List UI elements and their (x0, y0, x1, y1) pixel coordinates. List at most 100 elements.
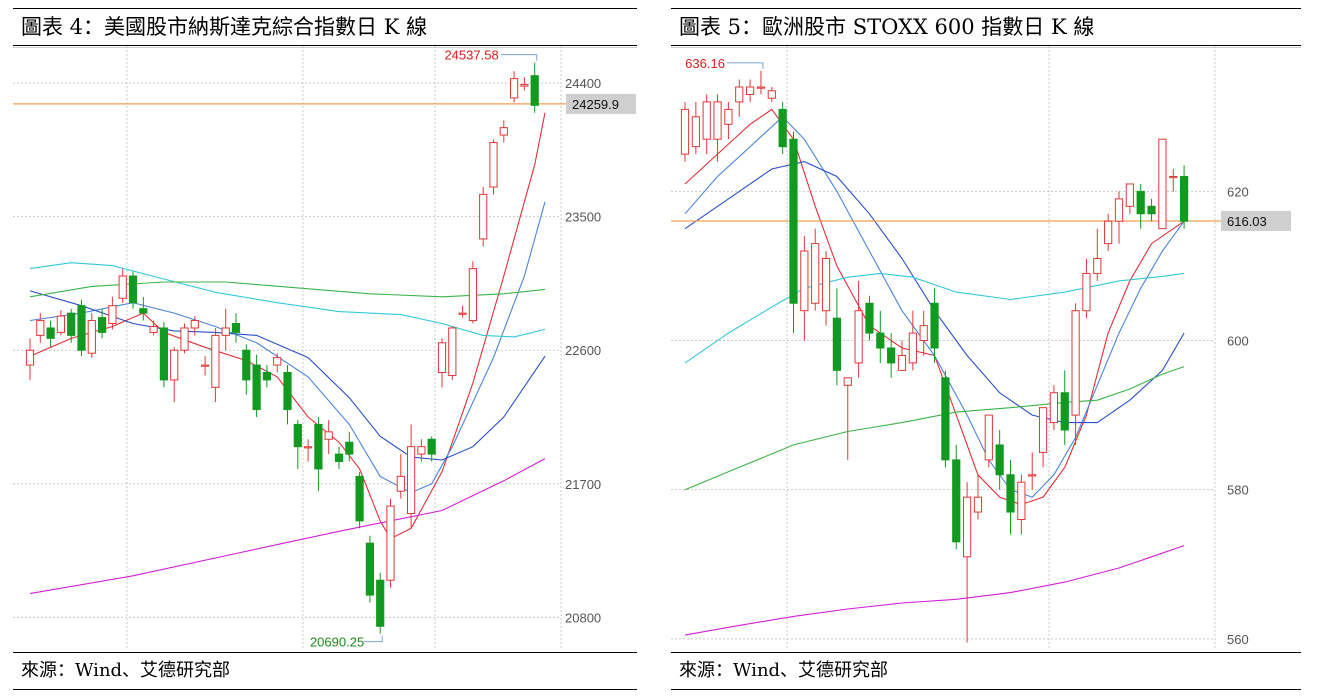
candle-body (702, 101, 711, 140)
candle-body (821, 258, 831, 312)
candlestick (930, 288, 939, 363)
candle-body (530, 75, 539, 106)
last-price-box (1221, 211, 1291, 232)
candlestick (149, 320, 158, 336)
candle-body (437, 342, 447, 373)
candle-body (98, 317, 107, 333)
candlestick (789, 131, 798, 334)
candle-body (190, 320, 199, 329)
candle-body (283, 371, 292, 411)
low-marker-line (364, 635, 383, 643)
candle-body (930, 302, 939, 349)
nasdaq-chart-panel: 圖表 4：美國股市納斯達克綜合指數日 K 線 24400 23500 22600 21… (13, 8, 637, 690)
last-price-box (566, 93, 636, 114)
candlestick (25, 338, 35, 380)
candlestick (231, 313, 241, 343)
candlestick (1104, 213, 1113, 252)
candle-body (262, 371, 272, 381)
candlestick (293, 419, 302, 469)
title-divider (671, 47, 1301, 48)
candle-body (180, 327, 189, 351)
candlestick (1180, 165, 1189, 229)
last-price-marker: 24259.9 (566, 93, 636, 114)
candlestick (458, 305, 467, 318)
candlestick (941, 370, 950, 468)
candlestick (1071, 303, 1080, 445)
high-value-label: 24537.58 (444, 48, 498, 63)
candlestick (1017, 474, 1026, 535)
y-axis-tick-label: 22600 (565, 343, 601, 358)
candle-body (77, 305, 86, 351)
candlestick (262, 365, 272, 388)
candlestick (713, 94, 722, 162)
candle-body (887, 347, 896, 364)
candle-body (386, 505, 395, 581)
candlestick (407, 424, 416, 529)
candlestick (984, 414, 993, 468)
candlestick (887, 333, 896, 378)
candlestick (118, 268, 127, 303)
candlestick (468, 261, 477, 324)
candlestick (800, 236, 809, 341)
candle-body (510, 78, 519, 99)
candlestick (691, 101, 700, 155)
candle-body (87, 320, 96, 354)
candle-body (832, 317, 842, 371)
low-value-label: 20690.25 (310, 635, 364, 650)
candle-body (1147, 205, 1156, 215)
candle-body (128, 275, 138, 304)
candle-body (1169, 175, 1178, 179)
candlestick (1147, 198, 1156, 222)
candlestick (201, 356, 210, 376)
candlestick (702, 94, 711, 155)
candlestick (735, 79, 744, 117)
candlestick (510, 71, 519, 103)
candle-body (865, 302, 874, 334)
candlestick (995, 430, 1004, 490)
chart-source: 來源：Wind、艾德研究部 (13, 652, 637, 689)
y-axis-tick-label: 600 (1227, 334, 1249, 349)
candlestick (973, 474, 983, 520)
candle-body (231, 323, 241, 333)
candle-body (680, 108, 690, 155)
chart-title: 圖表 5：歐洲股市 STOXX 600 指數日 K 線 (671, 9, 1301, 46)
candle-body (345, 441, 354, 455)
candle-body (273, 357, 282, 366)
candlestick (811, 228, 820, 311)
candlestick (1093, 228, 1102, 281)
candlestick (530, 62, 539, 113)
candle-body (811, 243, 820, 304)
candlestick (876, 310, 885, 363)
candlestick (952, 444, 961, 550)
candlestick (283, 365, 292, 425)
candle-body (800, 250, 809, 312)
candle-body (376, 579, 385, 627)
candle-body (149, 325, 158, 333)
candlestick (252, 354, 261, 418)
candlestick (1028, 452, 1037, 490)
candlestick (499, 120, 508, 143)
candle-body (520, 84, 529, 87)
candlestick (355, 471, 364, 529)
candlestick (314, 417, 323, 492)
candle-body (1071, 310, 1080, 416)
last-price-label: 616.03 (1227, 214, 1267, 229)
candle-body (691, 116, 700, 148)
y-axis-tick-label: 23500 (565, 210, 601, 225)
candle-body (407, 446, 416, 514)
candle-body (108, 305, 117, 325)
candlestick (1082, 258, 1091, 319)
candle-body (25, 349, 35, 366)
candle-body (724, 108, 733, 125)
candlestick (832, 288, 842, 386)
stoxx600-candlestick-chart: 620 600 580 560 616.03 636.16 (671, 46, 1291, 650)
candle-body (211, 334, 220, 388)
chart-title: 圖表 4：美國股市納斯達克綜合指數日 K 線 (13, 9, 637, 46)
candlestick (108, 296, 117, 330)
moving-average-line (29, 281, 546, 298)
candlestick (437, 338, 447, 388)
candlestick (821, 251, 831, 326)
candle-body (36, 320, 45, 336)
candlestick (520, 77, 529, 91)
candlestick (242, 344, 251, 395)
